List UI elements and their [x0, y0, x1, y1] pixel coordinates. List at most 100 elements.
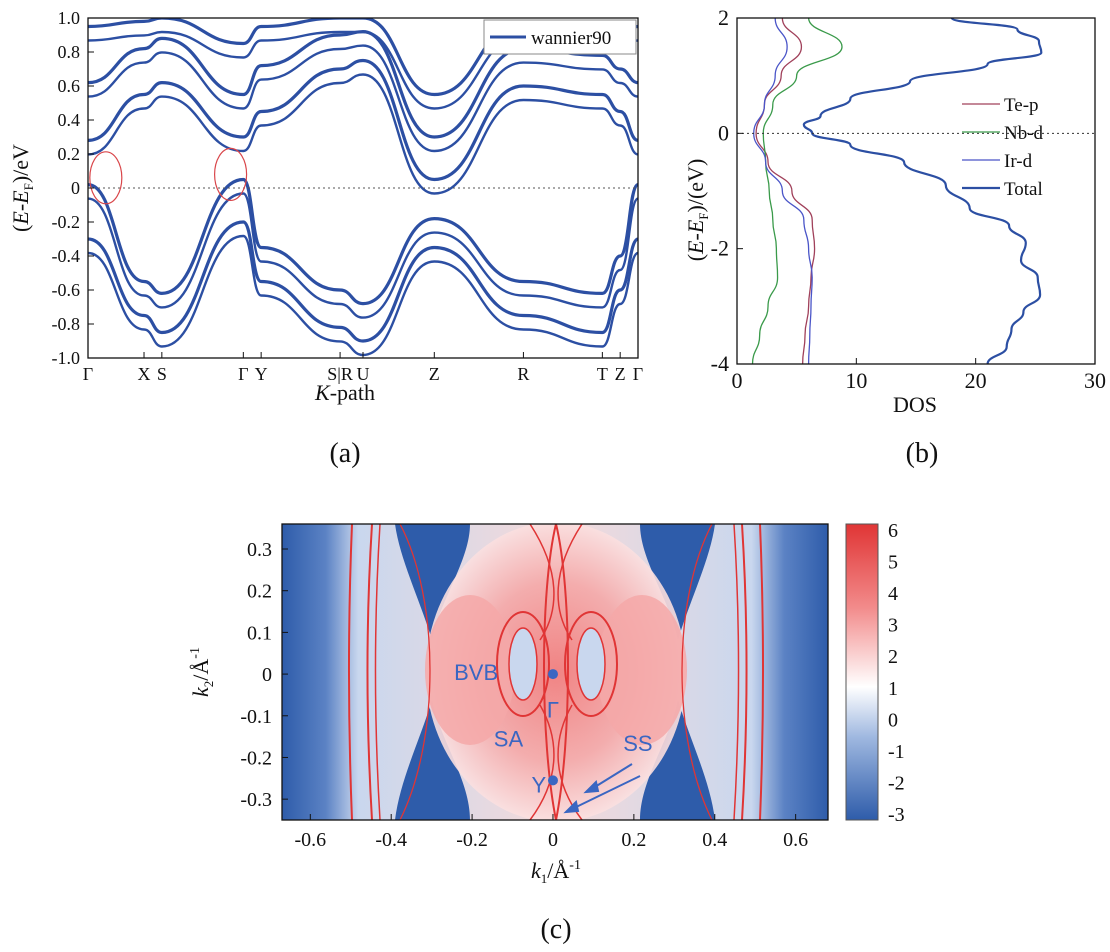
band-3-split	[88, 44, 638, 153]
annotation-ss: SS	[623, 731, 652, 756]
y-tick-a: 0.4	[58, 110, 81, 130]
y-tick-a: 0.6	[58, 76, 81, 96]
colorbar-tick: 2	[888, 646, 898, 668]
colorbar-tick: 5	[888, 552, 898, 574]
legend-label-total: Total	[1004, 179, 1043, 200]
y-tick-a: 0	[71, 178, 80, 198]
dos-line-te-p	[755, 18, 816, 364]
dos-line-nb-d	[751, 18, 843, 364]
dos-line-total	[802, 18, 1043, 364]
x-tick-a: Y	[255, 364, 268, 384]
highlight-circles	[89, 147, 248, 205]
y-tick-b: -2	[711, 236, 729, 261]
colorbar-tick: 6	[888, 520, 898, 542]
legend-a: wannier90	[483, 19, 637, 55]
x-tick-b: 0	[732, 368, 743, 393]
y-tick-a: -1.0	[52, 348, 81, 368]
colorbar-tick: 4	[888, 583, 898, 605]
x-tick-a: Z	[429, 364, 440, 384]
y-tick-c: -0.3	[240, 789, 272, 811]
arrows	[563, 763, 641, 814]
point-y	[547, 775, 558, 786]
legend-b: Te-p Nb-d Ir-d Total	[962, 95, 1044, 200]
x-tick-a: S	[157, 364, 167, 384]
map-annotations: BVB Γ SA SS Y	[454, 660, 652, 798]
y-tick-c: 0.1	[247, 622, 272, 644]
y-tick-c: 0	[262, 664, 272, 686]
x-tick-a: T	[597, 364, 608, 384]
x-axis-label-c: k1/Å-1	[531, 858, 581, 886]
band-1	[88, 177, 638, 306]
caption-b: (b)	[906, 438, 939, 469]
y-tick-labels-a: 1.0 0.8 0.6 0.4 0.2 0 -0.2 -0.4 -0.6 -0.8 -1.0	[52, 8, 94, 368]
band-4-split	[88, 234, 638, 357]
axis-frame-b	[736, 17, 1096, 365]
x-tick-c: 0.4	[702, 829, 727, 851]
colorbar	[845, 523, 879, 821]
y-tick-b: -4	[711, 351, 729, 376]
legend-label-te-p: Te-p	[1004, 95, 1039, 116]
x-axis-label-b: DOS	[893, 392, 937, 417]
x-tick-a: Γ	[238, 364, 248, 384]
band-2	[88, 58, 638, 182]
x-tick-labels-c: -0.6 -0.4 -0.2 0 0.2 0.4 0.6	[294, 814, 808, 851]
axis-frame-c	[281, 523, 829, 821]
y-tick-a: 0.2	[58, 144, 81, 164]
colorbar-tick: -3	[888, 804, 905, 826]
x-tick-c: 0.6	[783, 829, 808, 851]
y-tick-a: 1.0	[58, 8, 81, 28]
y-tick-c: -0.1	[240, 706, 272, 728]
legend-label-ir-d: Ir-d	[1004, 151, 1033, 172]
x-tick-c: -0.2	[456, 829, 488, 851]
highlight-circle-2	[213, 147, 248, 201]
dos-line-ir-d	[753, 18, 813, 364]
annotation-gamma: Γ	[547, 698, 559, 723]
y-axis-label-a: (E-EF)/eV	[8, 144, 36, 232]
point-gamma	[547, 669, 558, 680]
y-tick-b: 0	[718, 120, 729, 145]
x-tick-b: 30	[1084, 368, 1106, 393]
x-tick-a: X	[138, 364, 151, 384]
x-tick-a: Γ	[83, 364, 93, 384]
x-tick-c: -0.4	[375, 829, 407, 851]
y-tick-a: -0.2	[52, 212, 81, 232]
y-tick-b: 2	[718, 5, 729, 30]
legend-label-wannier90: wannier90	[531, 28, 611, 49]
x-tick-b: 10	[845, 368, 867, 393]
x-tick-a: Z	[615, 364, 626, 384]
y-axis-label-b: (E-EF)/(eV)	[683, 159, 711, 262]
band-lines	[88, 18, 638, 357]
y-tick-labels-b: 2 0 -2 -4	[711, 5, 743, 376]
colorbar-tick: 1	[888, 678, 898, 700]
colorbar-tick: 0	[888, 709, 898, 731]
colorbar-tick: -1	[888, 741, 905, 763]
y-axis-label-c: k2/Å-1	[188, 647, 216, 697]
band-1-split	[88, 192, 638, 319]
x-tick-a: U	[357, 364, 370, 384]
annotation-bvb: BVB	[454, 660, 498, 685]
y-tick-c: 0.3	[247, 539, 272, 561]
colorbar-tick-labels: 6 5 4 3 2 1 0 -1 -2 -3	[888, 520, 905, 826]
x-tick-c: -0.6	[294, 829, 326, 851]
x-tick-labels-b: 0 10 20 30	[732, 358, 1106, 393]
x-tick-c: 0	[548, 829, 558, 851]
colorbar-tick: 3	[888, 615, 898, 637]
x-tick-a: Γ	[633, 364, 643, 384]
colorbar-tick: -2	[888, 772, 905, 794]
band-4	[88, 220, 638, 343]
x-tick-b: 20	[965, 368, 987, 393]
y-tick-c: -0.2	[240, 747, 272, 769]
y-tick-a: 0.8	[58, 42, 81, 62]
high-symmetry-points	[547, 669, 558, 786]
y-tick-a: -0.6	[52, 280, 81, 300]
x-tick-a: R	[517, 364, 529, 384]
annotation-sa: SA	[494, 727, 524, 752]
highlight-circle-1	[89, 151, 123, 205]
x-tick-a: S|R	[327, 364, 353, 384]
dos-curves	[751, 18, 1043, 364]
y-tick-c: 0.2	[247, 581, 272, 603]
